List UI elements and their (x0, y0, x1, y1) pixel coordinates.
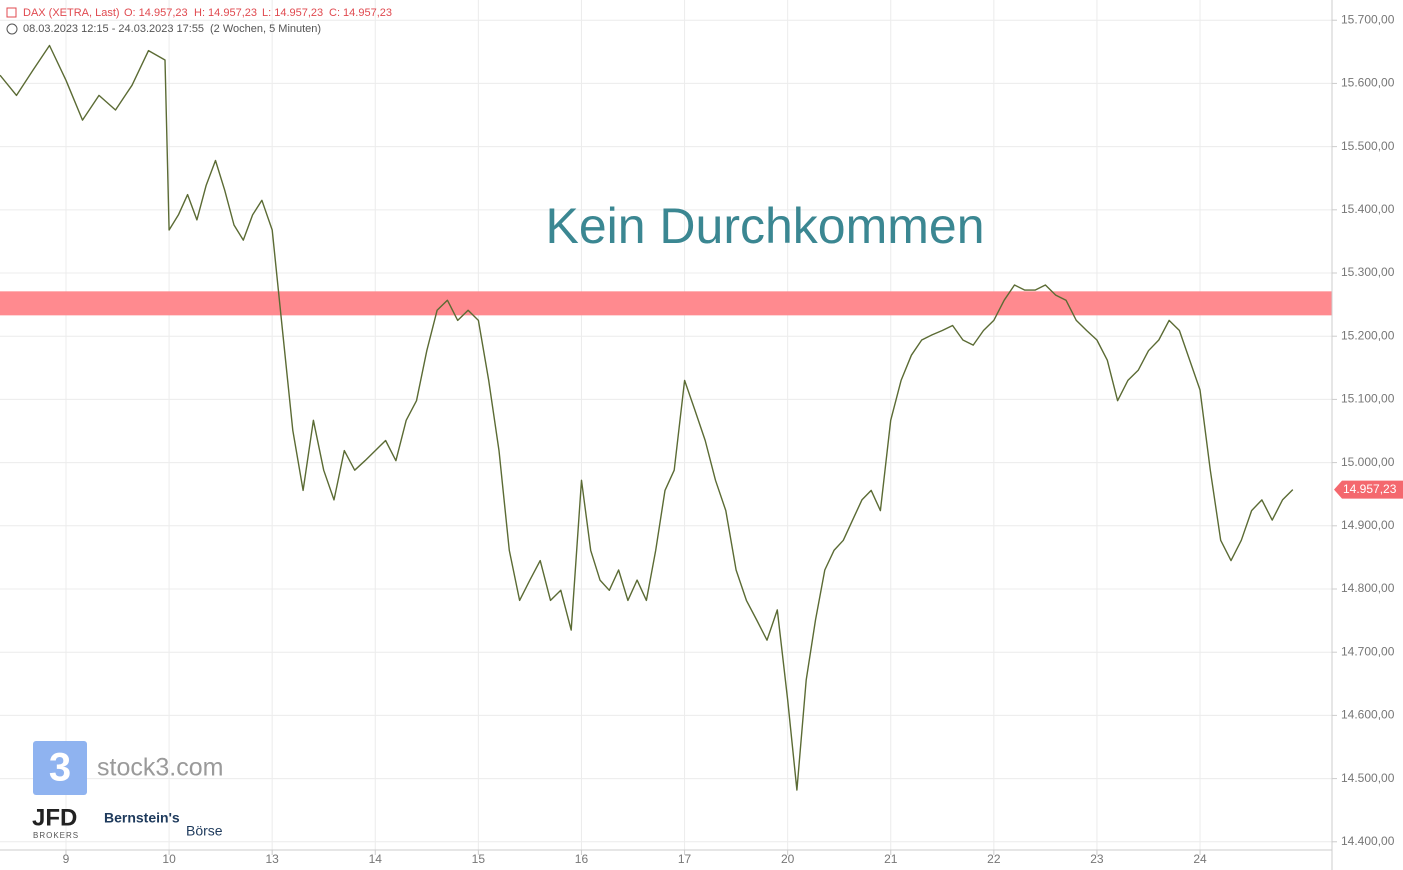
logos: 3 stock3.com JFD BROKERS Bernstein's Bör… (32, 741, 223, 840)
annotation-layer: Kein Durchkommen DAX (XETRA, Last) O: 14… (0, 0, 1333, 870)
y-tick-label: 15.500,00 (1341, 139, 1395, 153)
range: 08.03.2023 12:15 - 24.03.2023 17:55 (23, 23, 204, 35)
jfd-sub: BROKERS (33, 831, 79, 840)
y-tick-label: 15.400,00 (1341, 202, 1395, 216)
x-tick-label: 15 (472, 852, 486, 866)
y-tick-label: 14.800,00 (1341, 581, 1395, 595)
x-tick-label: 10 (162, 852, 176, 866)
high: H: 14.957,23 (194, 7, 257, 19)
close: C: 14.957,23 (329, 7, 392, 19)
y-tick-label: 14.500,00 (1341, 771, 1395, 785)
x-tick-label: 21 (884, 852, 898, 866)
open: O: 14.957,23 (124, 7, 188, 19)
y-tick-label: 15.300,00 (1341, 265, 1395, 279)
low: L: 14.957,23 (262, 7, 323, 19)
y-tick-label: 14.700,00 (1341, 644, 1395, 658)
y-tick-label: 15.200,00 (1341, 328, 1395, 342)
period: (2 Wochen, 5 Minuten) (210, 23, 321, 35)
chart-title: Kein Durchkommen (545, 198, 984, 254)
x-tick-label: 20 (781, 852, 795, 866)
price-line (0, 44, 1294, 791)
price-marker (1334, 480, 1403, 499)
y-tick-label: 15.600,00 (1341, 76, 1395, 90)
clock-icon (6, 23, 18, 35)
x-tick-label: 17 (678, 852, 692, 866)
stock3-logo-mark: 3 (49, 746, 71, 790)
x-tick-label: 24 (1193, 852, 1207, 866)
x-tick-label: 23 (1090, 852, 1104, 866)
x-tick-label: 16 (575, 852, 589, 866)
x-tick-label: 9 (63, 852, 70, 866)
stock3-name: stock3.com (97, 754, 223, 782)
x-tick-label: 13 (265, 852, 279, 866)
bernstein: Bernstein's (104, 810, 180, 826)
y-tick-label: 14.400,00 (1341, 834, 1395, 848)
y-tick-label: 15.000,00 (1341, 455, 1395, 469)
boerse: Börse (186, 823, 223, 839)
stock3-logo (33, 741, 87, 795)
y-tick-label: 15.700,00 (1341, 12, 1395, 26)
y-tick-label: 14.900,00 (1341, 518, 1395, 532)
x-tick-label: 14 (369, 852, 383, 866)
y-tick-label: 15.100,00 (1341, 392, 1395, 406)
y-tick-label: 14.600,00 (1341, 708, 1395, 722)
x-tick-label: 22 (987, 852, 1001, 866)
header: DAX (XETRA, Last) O: 14.957,23 H: 14.957… (6, 7, 392, 35)
price-marker-label: 14.957,23 (1343, 482, 1397, 496)
header-icon (6, 7, 17, 18)
instrument: DAX (XETRA, Last) (23, 7, 120, 19)
resistance-band (0, 291, 1332, 316)
jfd-logo: JFD (32, 804, 77, 831)
